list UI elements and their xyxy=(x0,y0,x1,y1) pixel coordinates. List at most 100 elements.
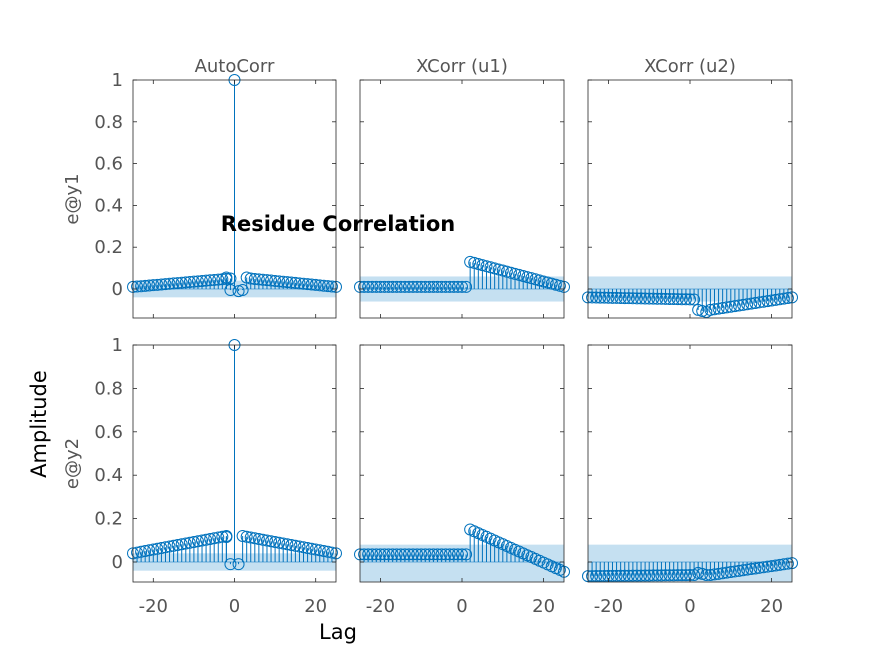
stem-marker xyxy=(456,280,468,293)
stem-marker xyxy=(232,285,245,298)
stem-marker xyxy=(415,280,428,293)
stem-marker xyxy=(159,278,172,291)
stem-marker xyxy=(204,274,217,287)
stem-marker xyxy=(362,280,375,293)
stem-marker xyxy=(598,569,611,582)
stem-marker xyxy=(692,566,705,579)
stem-marker xyxy=(630,569,643,582)
stem-marker xyxy=(163,277,176,290)
stem-marker xyxy=(590,570,603,583)
stem-marker xyxy=(248,272,261,285)
stem-marker xyxy=(220,531,233,544)
stem-marker xyxy=(260,274,273,287)
stem-marker xyxy=(390,548,403,561)
stem-marker xyxy=(553,279,566,292)
stem-marker xyxy=(200,274,213,287)
stem-marker xyxy=(696,567,709,580)
stem-marker xyxy=(696,304,709,317)
stem-marker xyxy=(602,291,615,304)
stem-marker xyxy=(427,280,440,293)
stem-marker xyxy=(317,279,330,292)
stem-marker xyxy=(191,275,204,288)
stem-marker xyxy=(781,291,794,304)
stem-marker xyxy=(155,542,168,555)
stem-marker xyxy=(447,548,460,561)
stem-marker xyxy=(610,569,623,582)
stem-marker xyxy=(626,569,639,582)
stem-marker xyxy=(402,280,415,293)
stem-marker xyxy=(305,542,318,555)
stem-marker xyxy=(594,569,607,582)
stem-marker xyxy=(651,569,664,582)
stem-marker xyxy=(476,259,489,272)
x-tick-label: 0 xyxy=(684,596,695,617)
stem-marker xyxy=(529,273,542,286)
stem-marker xyxy=(769,559,782,572)
x-tick-label: 20 xyxy=(532,596,555,617)
panel-r1-c1: -20 0 20 xyxy=(354,344,570,617)
stem-marker xyxy=(273,536,286,549)
stem-marker xyxy=(370,280,383,293)
stem-marker xyxy=(260,534,273,547)
y-tick-label: 0.2 xyxy=(94,509,123,530)
stem-marker xyxy=(643,292,656,305)
stem-marker xyxy=(663,569,676,582)
panel-r0-c1: XCorr (u1) xyxy=(354,56,570,319)
stem-marker xyxy=(500,265,513,278)
stem-marker xyxy=(663,292,676,305)
stem-marker xyxy=(606,291,619,304)
stem-marker xyxy=(525,272,538,285)
stem-marker xyxy=(236,284,249,297)
stem-marker xyxy=(614,569,627,582)
panel-r0-c2: XCorr (u2) xyxy=(582,56,798,319)
stem-marker xyxy=(716,302,729,315)
stem-marker xyxy=(135,545,148,558)
stem-marker xyxy=(622,569,635,582)
x-tick-label: -20 xyxy=(139,596,168,617)
stem-marker xyxy=(167,277,180,290)
stem-marker xyxy=(749,562,762,575)
stem-marker xyxy=(256,273,269,286)
stem-marker xyxy=(667,569,680,582)
stem-marker xyxy=(443,280,456,293)
stem-marker xyxy=(411,280,424,293)
stem-marker xyxy=(313,544,326,557)
stem-marker xyxy=(293,540,306,553)
stem-marker xyxy=(460,548,473,561)
stem-marker xyxy=(765,294,778,307)
stem-marker xyxy=(248,532,261,545)
stem-marker xyxy=(394,280,407,293)
stem-marker xyxy=(732,299,745,312)
y-tick-label: 0.2 xyxy=(94,237,123,258)
stem-marker xyxy=(256,533,269,546)
stem-marker xyxy=(757,561,770,574)
stem-marker xyxy=(163,540,176,553)
stem-marker xyxy=(269,535,282,548)
stem-marker xyxy=(451,548,464,561)
stem-marker xyxy=(224,558,237,571)
x-tick-label: 0 xyxy=(229,596,240,617)
stem-marker xyxy=(175,538,188,551)
row-label: e@y2 xyxy=(62,438,83,489)
stem-marker xyxy=(692,303,705,316)
stem-marker xyxy=(753,561,766,574)
stem-marker xyxy=(769,293,782,306)
stem-marker xyxy=(659,292,672,305)
stem-marker xyxy=(301,278,314,291)
stem-marker xyxy=(147,543,160,556)
stem-marker xyxy=(273,275,286,288)
stem-marker xyxy=(390,280,403,293)
stem-marker xyxy=(374,548,387,561)
y-tick-label: 0.8 xyxy=(94,112,123,133)
stem-marker xyxy=(728,565,741,578)
stem-marker xyxy=(208,532,221,545)
stem-marker xyxy=(659,569,672,582)
stem-marker xyxy=(289,276,302,289)
column-title: XCorr (u2) xyxy=(644,56,736,77)
stem-marker xyxy=(639,569,652,582)
stem-marker xyxy=(313,279,326,292)
stem-marker xyxy=(724,566,737,579)
x-tick-label: -20 xyxy=(594,596,623,617)
stem-marker xyxy=(427,548,440,561)
stem-marker xyxy=(741,298,754,311)
